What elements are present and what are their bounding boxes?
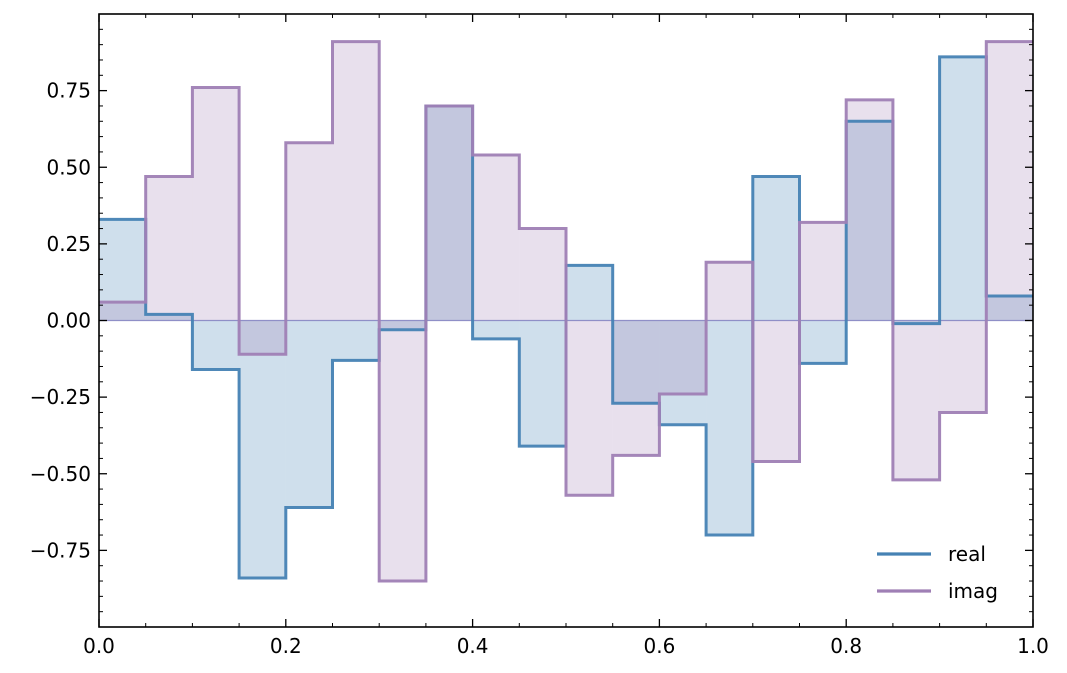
imag-fill-step — [192, 87, 240, 321]
imag-fill-step — [846, 99, 893, 321]
imag-fill-step — [145, 176, 193, 321]
real-fill-step — [239, 320, 286, 578]
x-tick-label: 1.0 — [1017, 634, 1049, 658]
imag-fill-step — [986, 41, 1033, 321]
real-fill-step — [99, 219, 146, 321]
real-fill-step — [192, 320, 240, 370]
imag-fill-step — [659, 320, 707, 395]
real-fill-step — [285, 320, 333, 508]
x-tick-label: 0.8 — [830, 634, 862, 658]
real-fill-step — [472, 320, 520, 339]
imag-fill-step — [332, 41, 380, 321]
x-tick-label: 0.6 — [643, 634, 675, 658]
real-legend-label: real — [948, 542, 986, 566]
real-fill-step — [799, 320, 847, 364]
imag-fill-step — [612, 320, 660, 456]
real-fill-step — [566, 265, 613, 321]
x-tick-label: 0.4 — [457, 634, 489, 658]
real-fill-step — [519, 320, 566, 447]
imag-fill-step — [939, 320, 987, 413]
real-fill-step — [659, 320, 707, 425]
x-tick-label: 0.2 — [270, 634, 302, 658]
real-fill-step — [332, 320, 380, 361]
y-tick-label: −0.25 — [30, 385, 91, 409]
imag-fill-step — [752, 320, 800, 462]
imag-legend-label: imag — [948, 579, 998, 603]
y-tick-label: 0.75 — [46, 79, 91, 103]
imag-step-line — [99, 40, 1033, 583]
real-fill-step — [892, 320, 940, 324]
imag-fill-step — [379, 320, 426, 582]
imag-fill-step — [892, 320, 940, 480]
imag-fill-step — [566, 320, 613, 496]
real-fill-step — [846, 121, 893, 321]
real-fill-step — [706, 320, 753, 536]
real-fill-step — [612, 320, 660, 404]
imag-fill-step — [799, 222, 847, 321]
imag-fill-step — [706, 262, 753, 321]
x-tick-label: 0.0 — [83, 634, 115, 658]
real-fill-step — [145, 314, 193, 321]
y-tick-label: 0.00 — [46, 309, 91, 333]
real-fill-step — [939, 56, 987, 321]
real-fill-step — [986, 295, 1033, 321]
y-tick-label: 0.25 — [46, 232, 91, 256]
real-fill-step — [379, 320, 426, 330]
imag-fill-step — [519, 228, 566, 321]
imag-fill-step — [239, 320, 286, 355]
imag-fill-step — [472, 154, 520, 321]
real-fill-step — [752, 176, 800, 321]
y-tick-label: 0.50 — [46, 155, 91, 179]
series-fills — [99, 41, 1033, 582]
real-fill-step — [425, 105, 473, 321]
y-tick-label: −0.75 — [30, 538, 91, 562]
legend: real imag — [877, 542, 998, 603]
y-tick-label: −0.50 — [30, 462, 91, 486]
imag-fill-step — [99, 302, 146, 321]
ticks: 0.0 0.2 0.4 0.6 0.8 1.0 −0.75 −0.50 −0.25 0.00 0.2… — [30, 14, 1049, 658]
imag-fill-step — [425, 105, 473, 321]
imag-fill-step — [285, 142, 333, 321]
series-lines — [99, 40, 1033, 583]
